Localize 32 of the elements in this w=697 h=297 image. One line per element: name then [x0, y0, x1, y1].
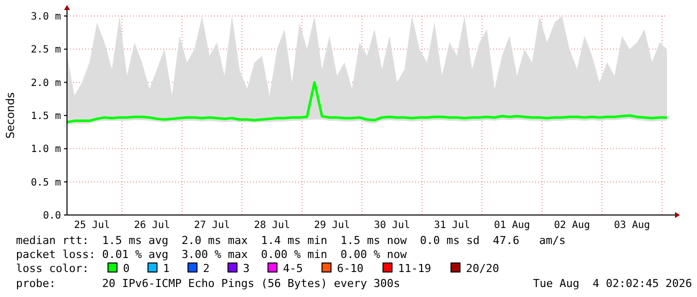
legend-label: 0 — [123, 262, 130, 275]
x-tick-label: 28 Jul — [254, 220, 290, 231]
text: Tue Aug 4 02:02:45 2026 — [533, 277, 692, 290]
y-tick-label: 2.5 m — [30, 44, 61, 56]
text: median rtt: 1.5 ms avg 2.0 ms max 1.4 ms min 1.5 ms now 0.0 ms sd 47.6 am/s — [16, 234, 566, 247]
y-tick-label: 1.0 m — [30, 144, 61, 156]
x-tick-label: 02 Aug — [554, 220, 590, 231]
x-tick-label: 31 Jul — [434, 220, 470, 231]
text: packet loss: 0.01 % avg 3.00 % max 0.00 % min 0.00 % now — [16, 248, 408, 261]
x-tick-label: 03 Aug — [614, 220, 650, 231]
x-tick-label: 01 Aug — [494, 220, 530, 231]
x-tick-label: 26 Jul — [134, 220, 170, 231]
x-tick-label: 29 Jul — [314, 220, 350, 231]
y-axis-title: Seconds — [4, 92, 17, 139]
y-tick-label: 0.0 — [42, 210, 61, 222]
legend-label: 11-19 — [398, 262, 432, 275]
legend-title: loss color: — [16, 262, 89, 275]
x-tick-label: 30 Jul — [374, 220, 410, 231]
y-tick-label: 0.5 m — [30, 177, 61, 188]
text: probe: 20 IPv6-ICMP Echo Pings (56 Bytes) every 300s — [16, 277, 400, 290]
x-tick-label: 27 Jul — [194, 220, 230, 231]
line-series — [66, 81, 668, 124]
x-tick-label: 25 Jul — [74, 220, 110, 231]
y-tick-label: 3.0 m — [30, 12, 61, 22]
legend-label: 1 — [163, 262, 170, 275]
legend-label: 3 — [243, 262, 250, 275]
y-tick-label: 1.5 m — [30, 111, 61, 122]
legend-label: 20/20 — [466, 262, 500, 275]
legend-label: 2 — [203, 262, 210, 275]
legend-label: 4-5 — [283, 262, 303, 275]
legend-label: 6-10 — [337, 262, 364, 275]
y-tick-label: 2.0 m — [30, 78, 61, 89]
